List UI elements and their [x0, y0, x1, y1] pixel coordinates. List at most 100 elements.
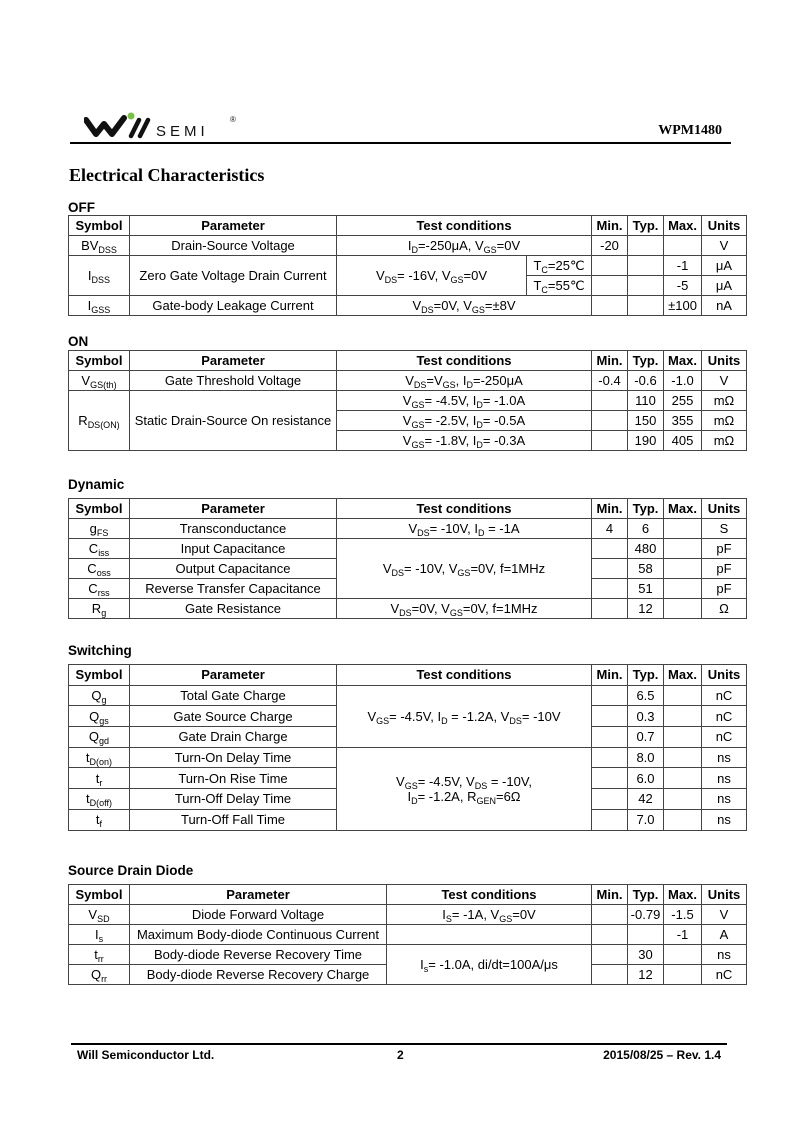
cell-units: nA [701, 295, 748, 316]
cell-typ [627, 235, 665, 256]
subscript: D [476, 420, 483, 430]
text-segment: = -1.0A, di/dt=100A/μs [428, 957, 558, 972]
text-segment: T [533, 278, 542, 293]
cell-conditions: VDS=0V, VGS=±8V [335, 295, 593, 316]
cell-typ: 150 [627, 410, 664, 431]
cell-symbol: Rg [68, 598, 130, 619]
cell-typ: 0.7 [627, 726, 664, 748]
column-header-units: Units [701, 215, 748, 236]
text-segment: t [95, 770, 100, 786]
text-segment: =-250μA [473, 373, 523, 388]
table-row: trr Body-diode Reverse Recovery Time Is= -… [68, 944, 747, 985]
text-segment: = -2.5V, I [424, 413, 477, 428]
cell-conditions: VGS= -2.5V, ID= -0.5A [336, 410, 592, 431]
text-segment: V [375, 268, 385, 283]
cell-typ: -0.79 [627, 904, 664, 925]
cell-symbol: BVDSS [68, 235, 130, 256]
table-row: IGSS Gate-body Leakage Current VDS=0V, VGS… [68, 295, 748, 316]
cell-min [591, 705, 628, 728]
subscript: D [411, 245, 418, 255]
cell-min [591, 904, 628, 925]
column-header-conditions: Test conditions [335, 215, 593, 236]
table-dynamic: Symbol Parameter Test conditions Min. Typ. Ma… [68, 498, 747, 619]
subscript: s [98, 934, 104, 944]
subscript: GS [376, 715, 390, 726]
cell-units: ns [701, 788, 747, 810]
cell-max [663, 684, 702, 707]
cell-symbol: VSD [68, 904, 130, 925]
column-header-conditions: Test conditions [336, 498, 592, 519]
text-segment: BV [81, 238, 99, 253]
cell-conditions: VDS= -16V, VGS=0V [336, 255, 527, 296]
cell-max [663, 558, 702, 579]
text-segment: =V [426, 373, 443, 388]
table-row: IDSS Zero Gate Voltage Drain Current VDS= … [68, 255, 748, 296]
cell-tc: TC=55℃ [525, 275, 593, 296]
column-header-min: Min. [591, 664, 628, 686]
subscript: GS [411, 400, 425, 410]
subscript: gd [99, 736, 110, 747]
column-header-parameter: Parameter [129, 498, 337, 519]
cell-typ [627, 275, 665, 296]
subscript: S [445, 914, 452, 924]
subscript: DS [384, 275, 398, 285]
cell-parameter: Zero Gate Voltage Drain Current [129, 255, 337, 296]
cell-units: S [701, 518, 747, 539]
cell-parameter: Body-diode Reverse Recovery Time [129, 944, 387, 965]
text-segment: I [94, 927, 99, 942]
subscript: gs [99, 715, 109, 726]
cell-conditions: VDS=0V, VGS=0V, f=1MHz [336, 598, 592, 619]
cell-units: pF [701, 578, 747, 599]
cell-max: ±100 [663, 295, 703, 316]
text-segment: Q [88, 729, 100, 745]
text-segment: = -10V, [487, 773, 532, 789]
cell-units: V [701, 904, 747, 925]
table-row: Ciss Input Capacitance VDS= -10V, VGS=0V, … [68, 538, 747, 599]
text-segment: , I [455, 373, 467, 388]
cell-parameter: Reverse Transfer Capacitance [129, 578, 337, 599]
cell-units: nC [701, 726, 747, 748]
cell-symbol: Crss [68, 578, 130, 599]
column-header-max: Max. [663, 498, 702, 519]
subscript: GS [411, 440, 425, 450]
text-segment: C [88, 581, 98, 596]
cell-units: ns [701, 746, 747, 769]
column-header-max: Max. [663, 350, 702, 371]
text-segment: = -4.5V, I [424, 393, 477, 408]
cell-max [663, 767, 702, 790]
column-header-typ: Typ. [627, 215, 665, 236]
cell-parameter: Diode Forward Voltage [129, 904, 387, 925]
column-header-parameter: Parameter [129, 884, 387, 905]
column-header-typ: Typ. [627, 350, 664, 371]
cell-parameter: Static Drain-Source On resistance [129, 390, 337, 451]
column-header-units: Units [701, 884, 747, 905]
text-segment: I [407, 238, 412, 253]
cell-symbol: IGSS [68, 295, 130, 316]
subscript: D [411, 795, 418, 806]
table-row: gFS Transconductance VDS= -10V, ID = -1A 4 6… [68, 518, 747, 539]
cell-max [663, 538, 702, 559]
cell-symbol: VGS(th) [68, 370, 130, 391]
cell-conditions: Is= -1.0A, di/dt=100A/μs [386, 944, 592, 985]
subscript: C [541, 265, 548, 275]
cell-conditions: VDS= -10V, VGS=0V, f=1MHz [336, 538, 592, 599]
header-divider [70, 142, 731, 144]
cell-min [591, 578, 628, 599]
column-header-min: Min. [591, 215, 629, 236]
cell-conditions: VDS=VGS, ID=-250μA [336, 370, 592, 391]
cell-min: -20 [591, 235, 629, 256]
text-segment: V [390, 601, 400, 616]
cell-symbol: tD(off) [68, 788, 130, 810]
column-header-max: Max. [663, 884, 702, 905]
text-segment: = -1A, V [451, 907, 500, 922]
cell-parameter: Gate Threshold Voltage [129, 370, 337, 391]
text-segment: =0V, f=1MHz [462, 601, 538, 616]
text-segment: = -10V, I [429, 521, 478, 536]
cell-max: -1.0 [663, 370, 702, 391]
text-segment: V [402, 413, 412, 428]
text-segment: = -4.5V, V [417, 773, 475, 789]
cell-parameter: Input Capacitance [129, 538, 337, 559]
cell-parameter: Turn-Off Fall Time [129, 808, 337, 831]
cell-units: μA [701, 255, 748, 276]
column-header-symbol: Symbol [68, 215, 130, 236]
